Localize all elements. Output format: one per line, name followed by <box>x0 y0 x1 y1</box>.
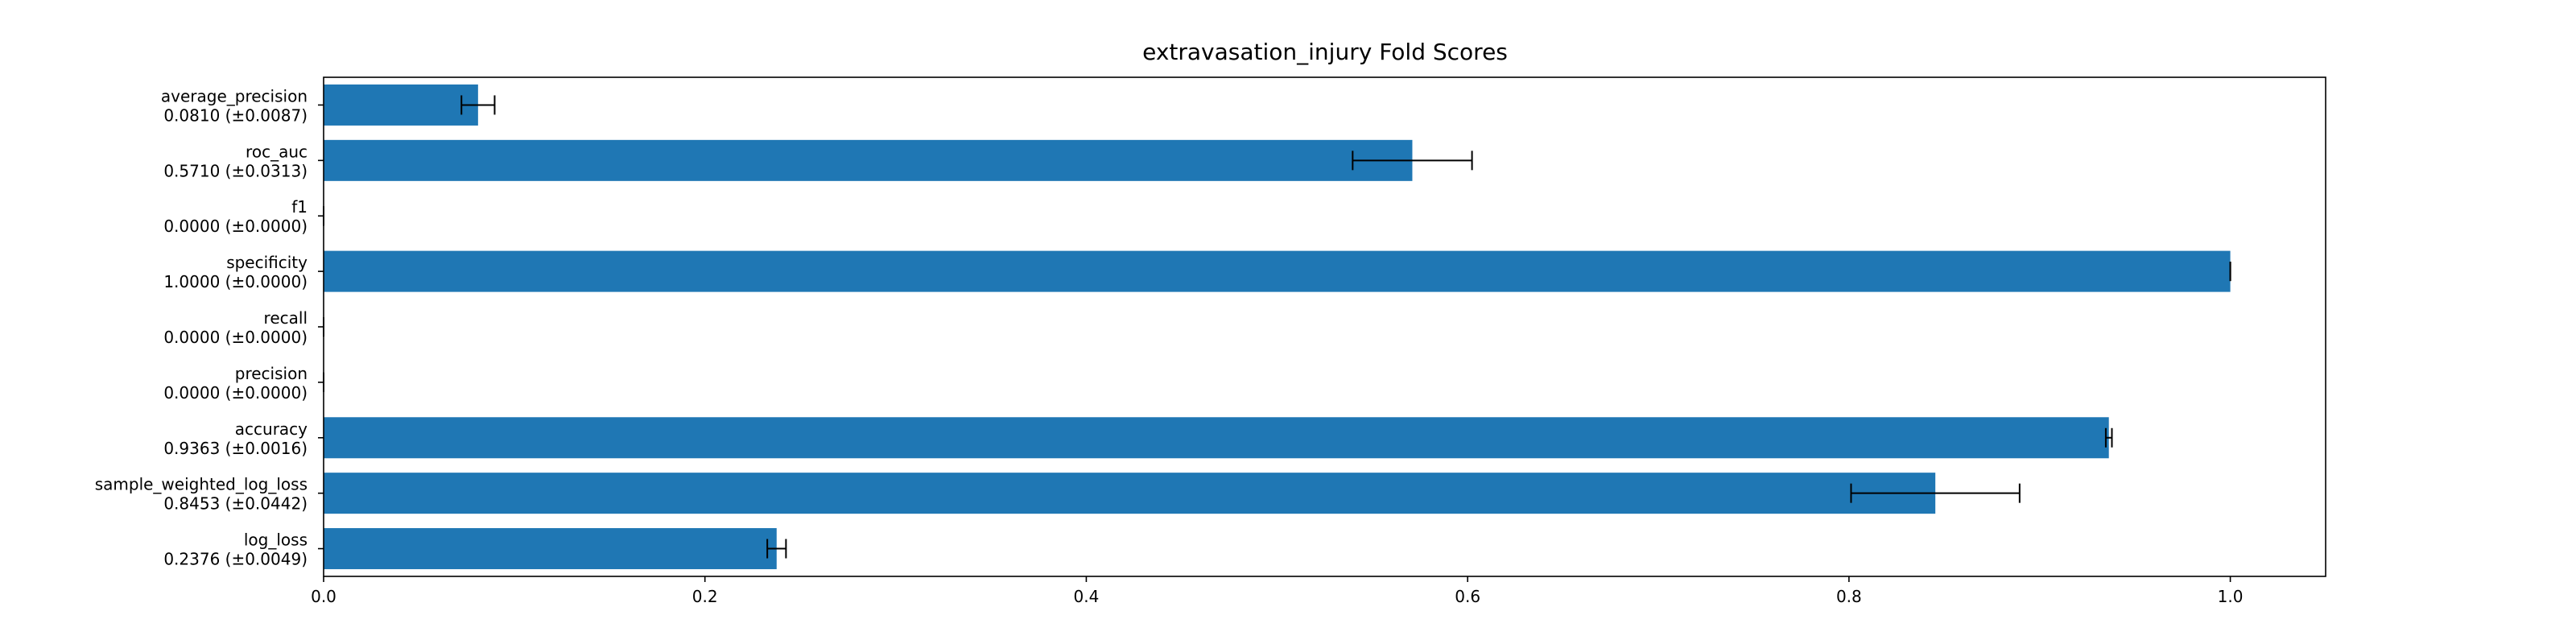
value-label-accuracy: 0.9363 (±0.0016) <box>163 439 308 458</box>
value-label-recall: 0.0000 (±0.0000) <box>163 328 308 347</box>
value-label-average_precision: 0.0810 (±0.0087) <box>163 105 308 125</box>
category-label-recall: recall <box>264 308 308 328</box>
value-label-log_loss: 0.2376 (±0.0049) <box>163 550 308 569</box>
value-label-sample_weighted_log_loss: 0.8453 (±0.0442) <box>163 494 308 514</box>
category-label-sample_weighted_log_loss: sample_weighted_log_loss <box>95 475 308 494</box>
plot-frame <box>323 76 2326 577</box>
chart-title: extravasation_injury Fold Scores <box>1142 39 1508 65</box>
x-tick-label-1: 0.2 <box>692 587 718 606</box>
x-tick-label-5: 1.0 <box>2218 587 2244 606</box>
bar-specificity <box>324 250 2231 292</box>
bar-log_loss <box>324 528 777 570</box>
bar-roc_auc <box>324 139 1413 181</box>
category-label-precision: precision <box>235 364 308 383</box>
x-tick-label-2: 0.4 <box>1074 587 1100 606</box>
x-tick-label-4: 0.8 <box>1836 587 1862 606</box>
category-label-average_precision: average_precision <box>161 86 308 105</box>
value-label-roc_auc: 0.5710 (±0.0313) <box>163 161 308 180</box>
category-label-accuracy: accuracy <box>235 419 308 439</box>
x-axis: 0.0 0.2 0.4 0.6 0.8 1.0 <box>311 104 2244 606</box>
bar-sample_weighted_log_loss <box>324 473 1936 514</box>
value-label-specificity: 1.0000 (±0.0000) <box>163 272 308 291</box>
x-tick-label-0: 0.0 <box>311 587 336 606</box>
category-label-roc_auc: roc_auc <box>246 142 308 161</box>
category-label-f1: f1 <box>291 197 308 217</box>
x-tick-label-3: 0.6 <box>1455 587 1480 606</box>
bars-layer <box>324 84 2231 570</box>
value-label-precision: 0.0000 (±0.0000) <box>163 383 308 402</box>
category-label-specificity: specificity <box>226 253 308 272</box>
category-label-log_loss: log_loss <box>244 530 308 550</box>
bar-average_precision <box>324 84 478 126</box>
bar-accuracy <box>324 417 2109 459</box>
value-label-f1: 0.0000 (±0.0000) <box>163 217 308 236</box>
